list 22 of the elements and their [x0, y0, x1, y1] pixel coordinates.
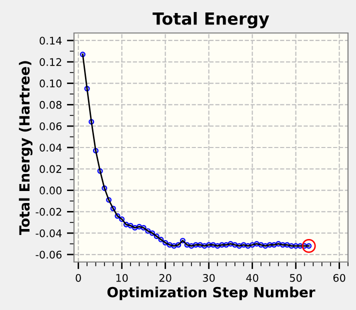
x-tick-label: 30	[202, 274, 215, 282]
x-tick-label: 60	[333, 274, 346, 282]
y-tick-label: 0.04	[40, 144, 62, 152]
y-tick-label: -0.02	[36, 208, 62, 216]
x-tick-label: 50	[290, 274, 302, 282]
x-tick-label: 10	[116, 274, 128, 282]
chart-title: Total Energy	[152, 12, 270, 28]
y-tick-label: -0.06	[36, 250, 62, 259]
point	[302, 239, 316, 253]
y-tick-label: 0.10	[40, 80, 62, 88]
y-tick-label: 0.00	[40, 186, 62, 194]
y-tick-label: 0.12	[40, 58, 62, 66]
y-tick-label: 0.08	[40, 100, 62, 109]
x-axis-title: Optimization Step Number	[107, 286, 316, 300]
y-axis-title: Total Energy (Hartree)	[18, 61, 32, 235]
x-tick-label: 0	[76, 274, 81, 282]
x-tick-label: 40	[246, 274, 258, 282]
y-tick-label: 0.02	[40, 165, 62, 174]
y-tick-label: 0.14	[40, 36, 62, 45]
x-tick-label: 20	[159, 274, 172, 282]
y-tick-label: 0.06	[40, 122, 62, 130]
y-tick-label: -0.04	[36, 229, 62, 238]
